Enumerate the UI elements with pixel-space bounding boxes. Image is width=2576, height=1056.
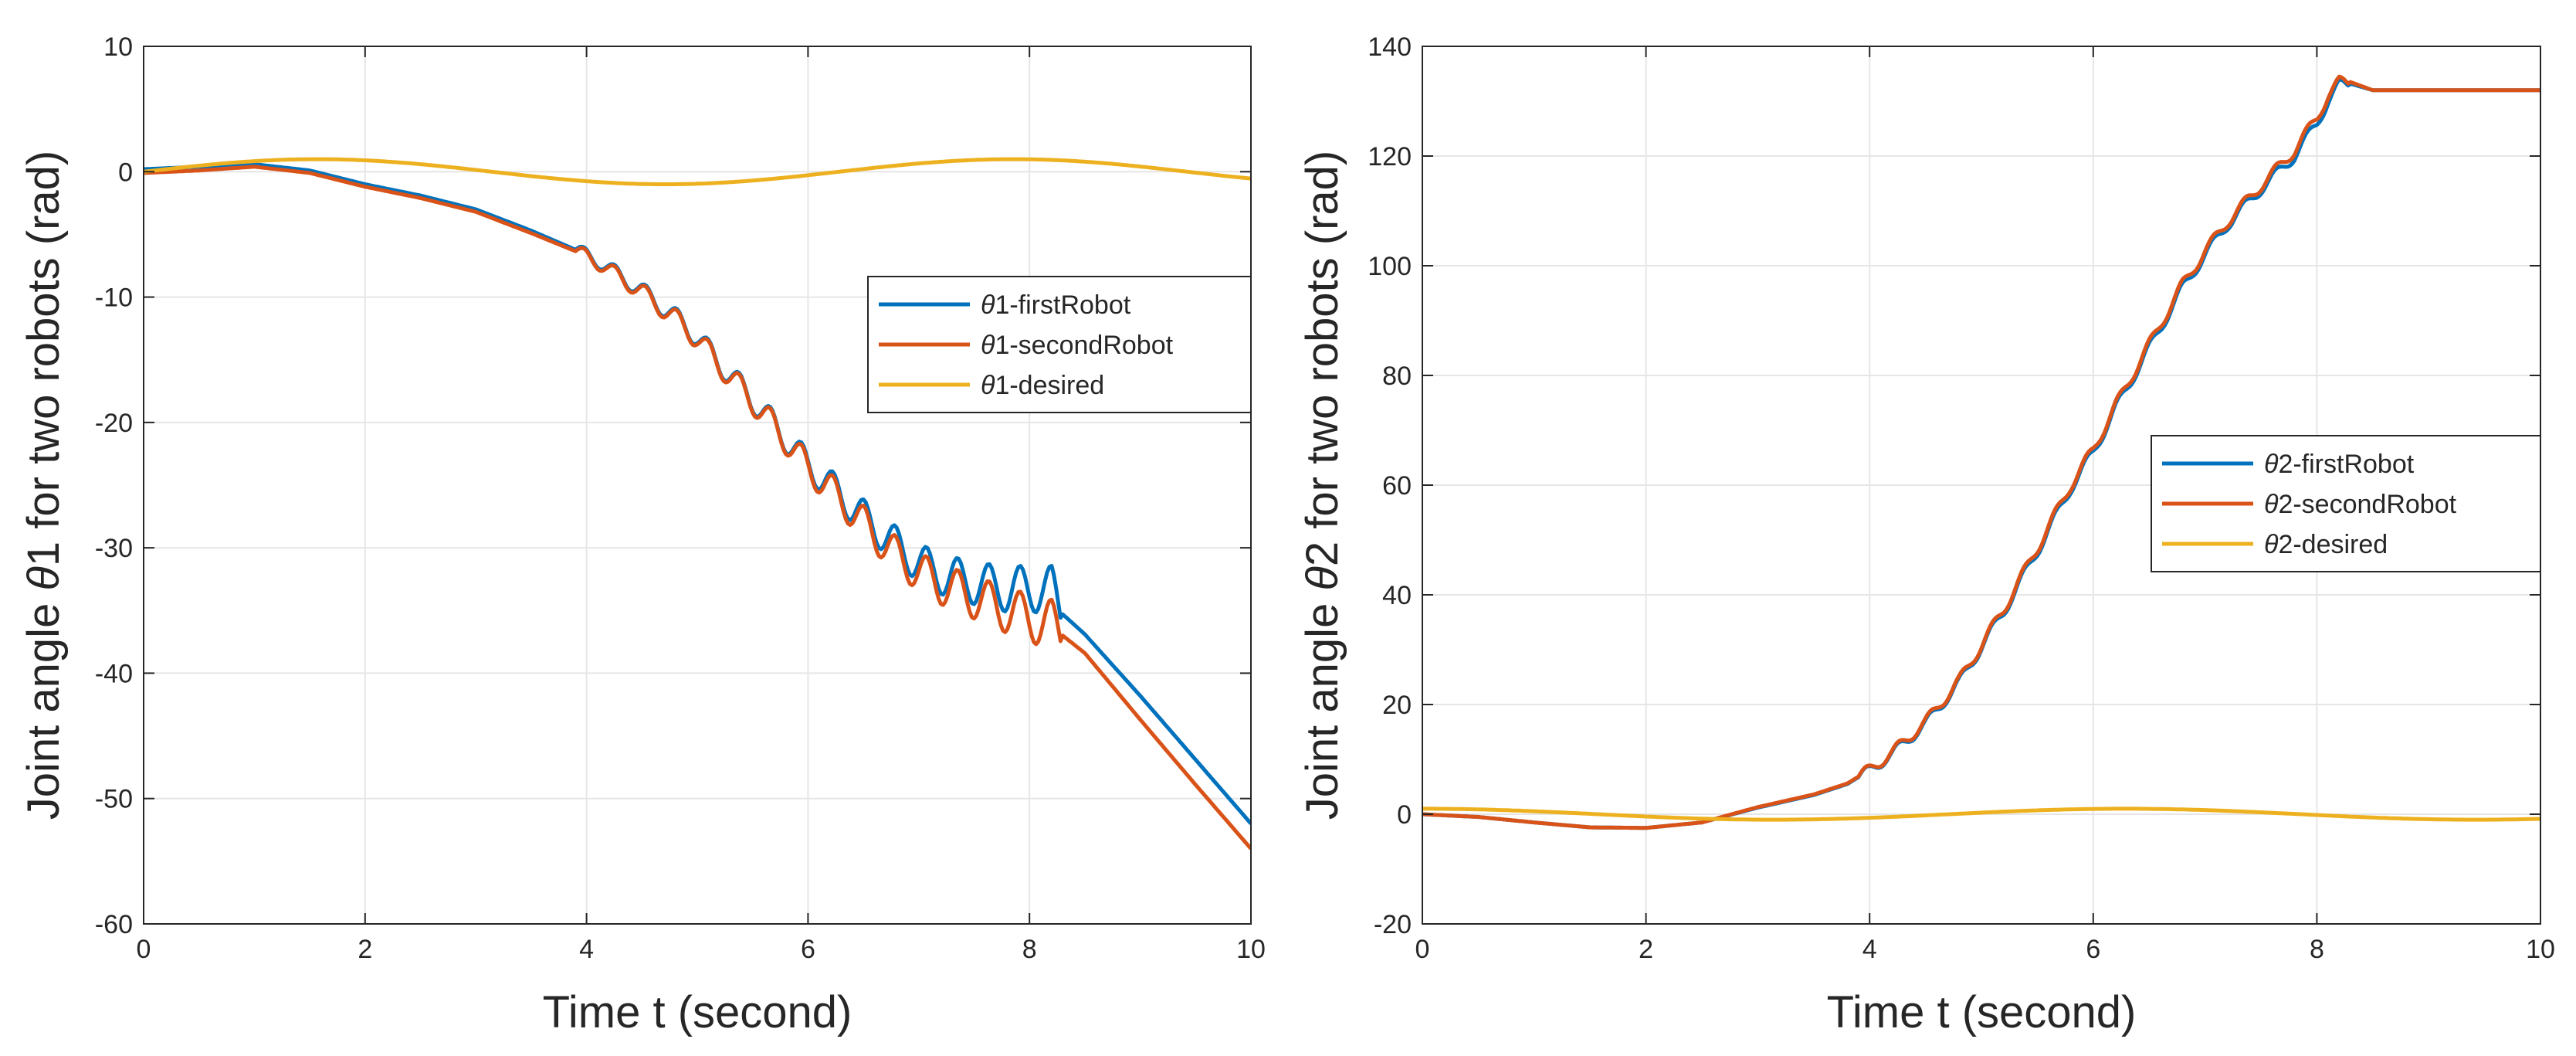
x-tick-label: 6 — [2086, 935, 2100, 964]
y-tick-label: 10 — [103, 32, 133, 62]
x-tick-label: 6 — [801, 935, 815, 964]
series-line-2-secondrobot — [1422, 74, 2540, 830]
x-tick-label: 10 — [1236, 935, 1266, 964]
legend-entry-label: θ2-desired — [2264, 530, 2388, 559]
x-tick-label: 4 — [1863, 935, 1877, 964]
y-tick-label: -10 — [95, 284, 133, 313]
y-tick-label: -50 — [95, 785, 133, 814]
y-tick-label: 100 — [1368, 252, 1412, 281]
y-tick-label: 20 — [1382, 691, 1412, 720]
series-line-1-secondrobot — [144, 165, 1251, 851]
y-axis-label: Joint angle θ1 for two robots (rad) — [19, 151, 69, 820]
legend: θ1-firstRobot θ1-secondRobot θ1-desired — [867, 276, 1252, 413]
plot-area — [144, 46, 1251, 924]
y-tick-label: 0 — [1397, 800, 1412, 830]
x-tick-label: 0 — [137, 935, 151, 964]
series-group — [1422, 74, 2540, 830]
x-tick-label: 10 — [2526, 935, 2555, 964]
series-line-1-desired — [144, 157, 1251, 186]
y-tick-label: -20 — [1374, 910, 1412, 939]
y-tick-label: 80 — [1382, 362, 1412, 391]
legend-entry-label: θ1-secondRobot — [981, 331, 1174, 360]
x-axis-label: Time t (second) — [1827, 987, 2137, 1037]
x-tick-label: 8 — [2310, 935, 2324, 964]
legend-entry-label: θ2-secondRobot — [2264, 490, 2457, 519]
y-tick-label: -30 — [95, 534, 133, 563]
x-tick-label: 2 — [1639, 935, 1653, 964]
series-line-2-desired — [1422, 806, 2540, 822]
x-tick-label: 2 — [358, 935, 372, 964]
y-axis-label: Joint angle θ2 for two robots (rad) — [1297, 151, 1347, 820]
y-tick-label: 140 — [1368, 32, 1412, 62]
y-tick-label: 120 — [1368, 142, 1412, 171]
x-tick-label: 0 — [1415, 935, 1430, 964]
y-tick-label: 0 — [118, 158, 133, 187]
legend-entry-label: θ1-firstRobot — [981, 290, 1131, 320]
y-tick-label: -40 — [95, 659, 133, 688]
series-group — [144, 157, 1251, 851]
y-tick-label: 60 — [1382, 471, 1412, 501]
legend: θ2-firstRobot θ2-secondRobot θ2-desired — [2151, 435, 2541, 572]
legend-entry-label: θ2-firstRobot — [2264, 450, 2415, 479]
legend-entry-label: θ1-desired — [981, 371, 1104, 400]
chart-theta1: 0 2 4 6 8 10 -60 -50 -40 -30 -20 -10 0 10 Time t (seco… — [19, 32, 1266, 1037]
x-tick-label: 4 — [579, 935, 594, 964]
axes-box — [143, 46, 1252, 925]
y-tick-label: -60 — [95, 910, 133, 939]
y-tick-label: 40 — [1382, 581, 1412, 610]
x-axis-label: Time t (second) — [543, 987, 852, 1037]
x-tick-label: 8 — [1022, 935, 1037, 964]
y-tick-label: -20 — [95, 409, 133, 438]
